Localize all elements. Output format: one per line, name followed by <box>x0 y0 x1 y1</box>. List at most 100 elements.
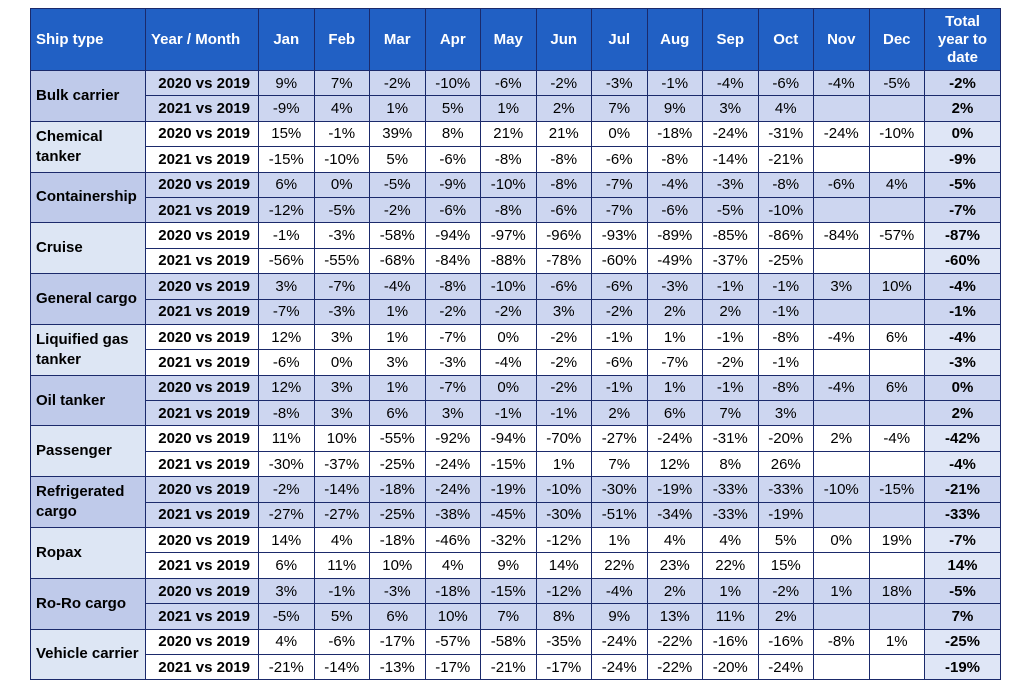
value-cell: -4% <box>868 425 925 452</box>
value-cell: -2% <box>757 577 814 605</box>
table-row: Cruise 2020 vs 2019 -1% -3% -58% -94% -97% -96%… <box>30 222 1001 275</box>
value-cell: 9% <box>480 552 537 579</box>
value-cell: -8% <box>813 628 870 655</box>
value-cell: 7% <box>313 69 370 97</box>
value-cell: 12% <box>646 450 703 478</box>
total-cell: -60% <box>924 247 1001 275</box>
value-cell: 23% <box>646 552 703 579</box>
value-cell: 22% <box>702 552 759 579</box>
value-cell: -57% <box>868 222 925 249</box>
value-cell: 10% <box>868 273 925 300</box>
value-cell: 5% <box>757 527 814 554</box>
row-label: 2021 vs 2019 <box>145 653 259 681</box>
value-cell: -8% <box>757 323 814 351</box>
value-cell: 6% <box>258 171 315 198</box>
value-cell: -1% <box>258 222 315 249</box>
header-cell: Jun <box>535 8 592 71</box>
empty-cell <box>868 298 925 325</box>
empty-cell <box>868 349 925 376</box>
table-row: Ro-Ro cargo 2020 vs 2019 3% -1% -3% -18% -15% -… <box>30 577 1001 630</box>
header-cell: Ship type <box>30 8 146 71</box>
row-label: 2020 vs 2019 <box>145 171 259 198</box>
value-cell: -2% <box>480 298 537 325</box>
value-cell: -94% <box>480 425 537 452</box>
value-cell: 21% <box>480 120 537 148</box>
value-cell: -16% <box>757 628 814 655</box>
value-cell: 13% <box>646 603 703 630</box>
value-cell: -4% <box>813 69 870 97</box>
total-cell: -4% <box>924 450 1001 478</box>
value-cell: -2% <box>535 69 592 97</box>
value-cell: 3% <box>258 577 315 605</box>
empty-cell <box>813 349 870 376</box>
total-cell: 7% <box>924 603 1001 630</box>
row-label: 2021 vs 2019 <box>145 196 259 224</box>
value-cell: -30% <box>535 501 592 529</box>
value-cell: -70% <box>535 425 592 452</box>
row-label: 2020 vs 2019 <box>145 577 259 605</box>
ship-type-cell: Ro-Ro cargo <box>30 577 146 630</box>
value-cell: -86% <box>757 222 814 249</box>
row-label: 2020 vs 2019 <box>145 69 259 97</box>
empty-cell <box>813 603 870 630</box>
empty-cell <box>868 400 925 427</box>
value-cell: -7% <box>591 196 648 224</box>
value-cell: -27% <box>258 501 315 529</box>
value-cell: 21% <box>535 120 592 148</box>
value-cell: -17% <box>424 653 481 681</box>
total-cell: 14% <box>924 552 1001 579</box>
value-cell: -24% <box>591 653 648 681</box>
value-cell: 2% <box>757 603 814 630</box>
value-cell: -16% <box>702 628 759 655</box>
value-cell: 22% <box>591 552 648 579</box>
header-cell: Year / Month <box>145 8 259 71</box>
value-cell: -32% <box>480 527 537 554</box>
ship-type-cell: Containership <box>30 171 146 224</box>
value-cell: -6% <box>424 196 481 224</box>
value-cell: 3% <box>424 400 481 427</box>
value-cell: -3% <box>313 298 370 325</box>
ship-type-cell: Oil tanker <box>30 374 146 427</box>
value-cell: 4% <box>258 628 315 655</box>
value-cell: -17% <box>535 653 592 681</box>
value-cell: -7% <box>591 171 648 198</box>
empty-cell <box>868 653 925 681</box>
value-cell: -4% <box>813 374 870 402</box>
value-cell: -15% <box>258 146 315 173</box>
row-label: 2020 vs 2019 <box>145 527 259 554</box>
value-cell: -1% <box>535 400 592 427</box>
total-cell: -3% <box>924 349 1001 376</box>
value-cell: -21% <box>258 653 315 681</box>
value-cell: 3% <box>258 273 315 300</box>
empty-cell <box>813 501 870 529</box>
value-cell: -8% <box>757 171 814 198</box>
row-label: 2020 vs 2019 <box>145 273 259 300</box>
value-cell: 5% <box>424 95 481 122</box>
empty-cell <box>868 247 925 275</box>
header-cell: Aug <box>646 8 703 71</box>
value-cell: -37% <box>313 450 370 478</box>
value-cell: -10% <box>868 120 925 148</box>
row-label: 2020 vs 2019 <box>145 120 259 148</box>
value-cell: -2% <box>369 196 426 224</box>
total-cell: -7% <box>924 196 1001 224</box>
empty-cell <box>813 247 870 275</box>
table-row: Refrigerated cargo 2020 vs 2019 -2% -14% -18… <box>30 476 1001 529</box>
value-cell: -85% <box>702 222 759 249</box>
value-cell: -2% <box>424 298 481 325</box>
value-cell: 1% <box>369 323 426 351</box>
total-cell: -25% <box>924 628 1001 655</box>
empty-cell <box>813 196 870 224</box>
value-cell: 2% <box>535 95 592 122</box>
total-cell: 2% <box>924 400 1001 427</box>
value-cell: -5% <box>868 69 925 97</box>
value-cell: 3% <box>313 400 370 427</box>
empty-cell <box>868 146 925 173</box>
total-cell: -2% <box>924 69 1001 97</box>
value-cell: -25% <box>369 501 426 529</box>
header-cell: May <box>480 8 537 71</box>
value-cell: -3% <box>702 171 759 198</box>
value-cell: 3% <box>535 298 592 325</box>
value-cell: -1% <box>757 298 814 325</box>
value-cell: -7% <box>258 298 315 325</box>
